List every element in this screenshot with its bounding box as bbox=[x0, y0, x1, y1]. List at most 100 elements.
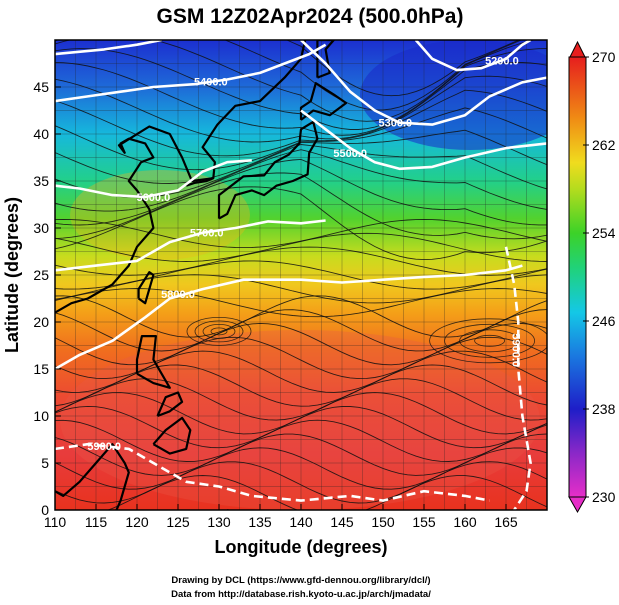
y-tick-label: 25 bbox=[33, 267, 49, 283]
x-tick-label: 145 bbox=[330, 514, 354, 530]
circulation-loop bbox=[444, 323, 536, 358]
chart-title: GSM 12Z02Apr2024 (500.0hPa) bbox=[157, 5, 464, 28]
circulation-loop bbox=[202, 323, 236, 339]
colorbar-bar bbox=[568, 56, 587, 498]
streamline bbox=[55, 158, 547, 226]
x-axis-ticks: 110 115 120 125 130 135 140 145 150 155 160 165 bbox=[44, 504, 518, 530]
streamline bbox=[55, 107, 547, 171]
streamline bbox=[55, 129, 547, 184]
circulation-loop bbox=[459, 329, 521, 353]
x-tick-label: 135 bbox=[248, 514, 272, 530]
streamline bbox=[55, 232, 547, 262]
circulation-loop bbox=[429, 318, 547, 364]
height-contour bbox=[300, 40, 547, 126]
x-tick-label: 160 bbox=[453, 514, 477, 530]
x-tick-label: 130 bbox=[207, 514, 231, 530]
circulation-loop bbox=[194, 320, 244, 343]
y-tick-label: 0 bbox=[41, 502, 49, 518]
streamline bbox=[55, 40, 523, 111]
streamline bbox=[106, 475, 547, 510]
colorbar-tick-label: 246 bbox=[592, 313, 616, 329]
height-contour bbox=[504, 246, 532, 510]
colorbar-top-arrow bbox=[569, 40, 586, 58]
height-contour bbox=[300, 109, 547, 171]
contour-label: 5900.0 bbox=[87, 441, 121, 453]
colorbar-tick-label: 262 bbox=[592, 137, 616, 153]
streamline bbox=[55, 186, 547, 261]
colorbar-ticks: 230 238 246 254 262 270 bbox=[583, 49, 616, 505]
streamline bbox=[55, 405, 547, 449]
contour-label: 5700.0 bbox=[190, 228, 224, 240]
colorbar: 230 238 246 254 262 270 bbox=[568, 40, 616, 514]
circulation-loop bbox=[210, 327, 228, 336]
streamline bbox=[55, 40, 520, 97]
contour-label: 5200.0 bbox=[485, 56, 519, 68]
colorbar-tick-label: 270 bbox=[592, 49, 616, 65]
coastline bbox=[217, 120, 319, 220]
height-contour bbox=[55, 43, 327, 103]
coastline bbox=[299, 82, 348, 121]
coastline bbox=[316, 40, 335, 79]
streamline bbox=[55, 172, 547, 240]
streamline bbox=[55, 274, 547, 304]
coastline bbox=[135, 335, 171, 389]
contour-label: 5300.0 bbox=[378, 118, 412, 130]
warm-band-shade bbox=[70, 170, 250, 260]
height-contour bbox=[55, 219, 326, 272]
coastline bbox=[137, 271, 155, 305]
credit-data: Data from http://database.rish.kyoto-u.a… bbox=[171, 589, 431, 600]
x-tick-label: 150 bbox=[371, 514, 395, 530]
circulation-loop bbox=[186, 316, 252, 346]
x-axis-label: Longitude (degrees) bbox=[214, 537, 387, 557]
tropical-warm-shade bbox=[60, 330, 540, 510]
coastline bbox=[185, 177, 214, 187]
contour-label: 5600.0 bbox=[137, 192, 171, 204]
x-tick-label: 125 bbox=[166, 514, 190, 530]
y-axis-label: Latitude (degrees) bbox=[2, 197, 22, 353]
coastline bbox=[55, 443, 130, 510]
streamline bbox=[55, 419, 547, 462]
contour-label: 5500.0 bbox=[333, 148, 367, 160]
coastline bbox=[55, 40, 307, 314]
streamline bbox=[55, 378, 547, 421]
x-tick-label: 120 bbox=[125, 514, 149, 530]
streamline bbox=[55, 149, 547, 212]
colorbar-tick-label: 230 bbox=[592, 489, 616, 505]
height-contour bbox=[414, 40, 532, 72]
streamline bbox=[55, 288, 547, 318]
streamline bbox=[55, 447, 547, 490]
x-tick-label: 110 bbox=[44, 514, 67, 530]
x-tick-label: 165 bbox=[494, 514, 518, 530]
y-tick-label: 30 bbox=[33, 220, 49, 236]
coastlines bbox=[55, 40, 348, 510]
x-tick-label: 155 bbox=[412, 514, 436, 530]
contour-label: 5400.0 bbox=[194, 76, 228, 88]
y-tick-label: 35 bbox=[33, 173, 49, 189]
height-contour bbox=[55, 442, 490, 502]
y-tick-label: 10 bbox=[33, 408, 49, 424]
circulation-loop bbox=[474, 334, 506, 347]
y-tick-label: 40 bbox=[33, 126, 49, 142]
colorbar-tick-label: 238 bbox=[592, 401, 616, 417]
x-tick-label: 140 bbox=[289, 514, 313, 530]
height-contour bbox=[55, 40, 162, 56]
streamline bbox=[55, 461, 547, 504]
y-axis-ticks: 0 5 10 15 20 25 30 35 40 45 bbox=[33, 79, 61, 518]
y-tick-label: 15 bbox=[33, 361, 49, 377]
coastline bbox=[156, 391, 184, 418]
contour-label: 5800.0 bbox=[161, 289, 195, 301]
y-tick-label: 5 bbox=[41, 455, 49, 471]
y-tick-label: 20 bbox=[33, 314, 49, 330]
x-tick-label: 115 bbox=[85, 514, 108, 530]
height-contour bbox=[55, 264, 523, 371]
streamline bbox=[55, 40, 536, 122]
plot-area: 5900.0 5900.0 5800.0 5700.0 5600.0 5500.0 5400… bbox=[55, 40, 547, 510]
height-contours: 5900.0 5900.0 5800.0 5700.0 5600.0 5500.0 5400… bbox=[55, 40, 547, 510]
coastline bbox=[152, 416, 192, 455]
colorbar-tick-label: 254 bbox=[592, 225, 616, 241]
credit-drawing: Drawing by DCL (https://www.gfd-dennou.o… bbox=[171, 575, 430, 586]
y-tick-label: 45 bbox=[33, 79, 49, 95]
height-contour bbox=[55, 159, 252, 199]
contour-label: 5900.0 bbox=[510, 333, 522, 367]
